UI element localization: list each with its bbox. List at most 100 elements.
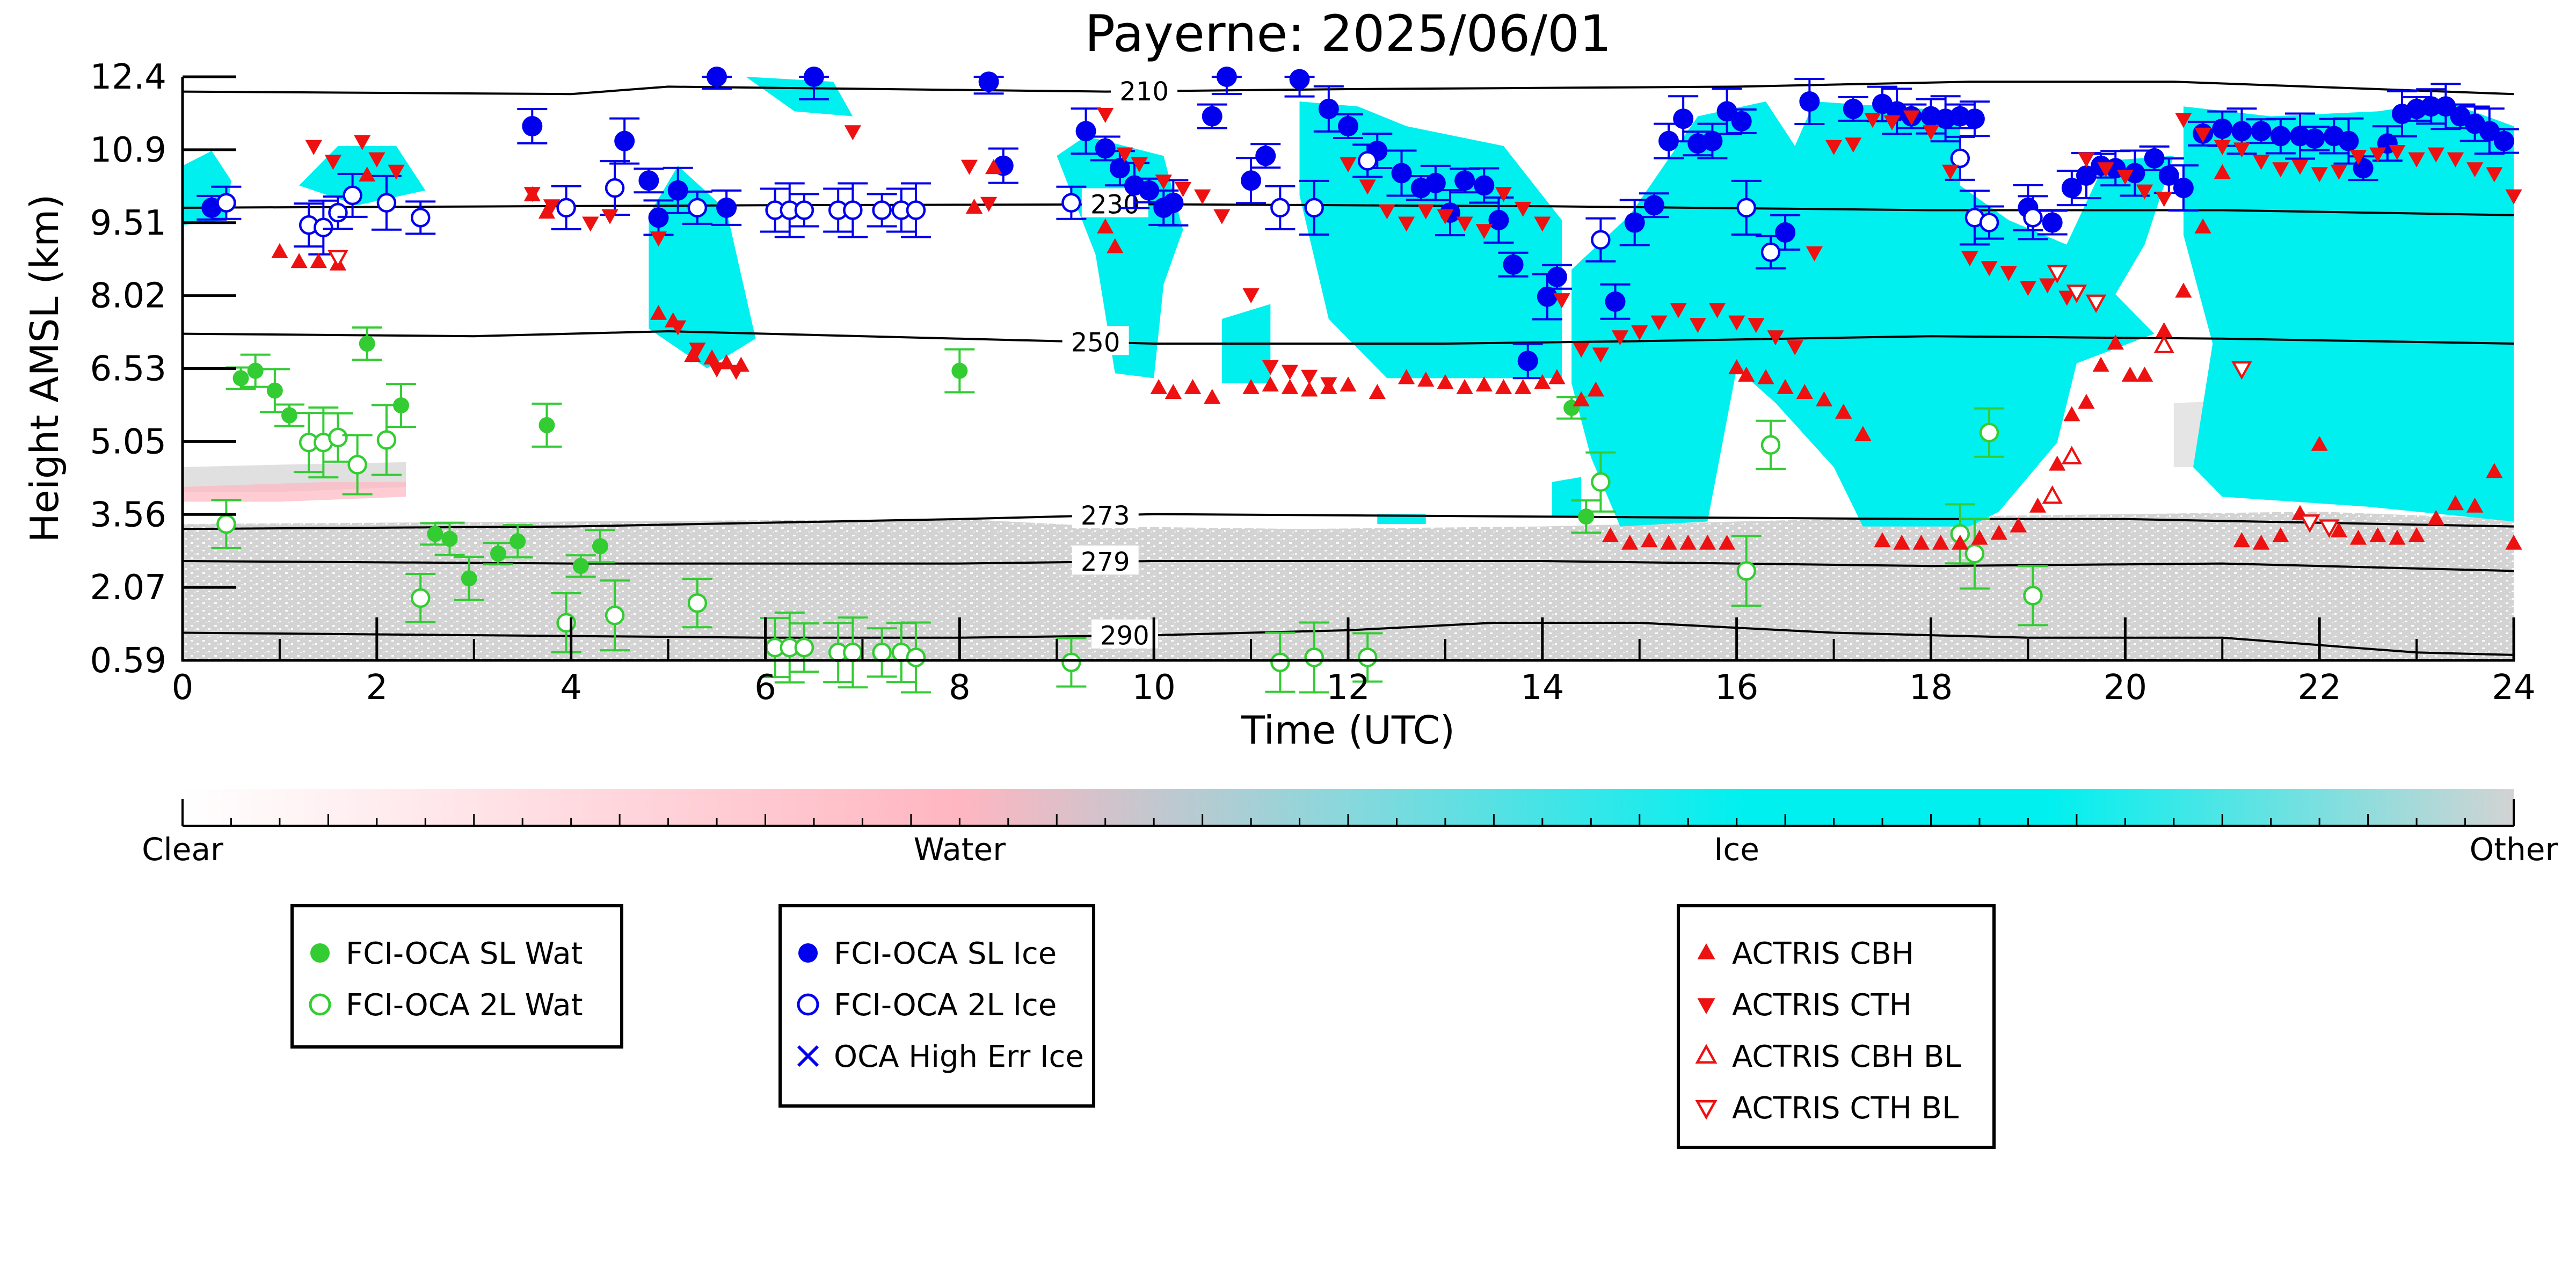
cth-point xyxy=(1864,113,1881,128)
cbh-point xyxy=(1573,391,1590,406)
x-tick-label: 20 xyxy=(2104,668,2147,708)
cth-point xyxy=(1495,187,1512,202)
cbh-point xyxy=(1621,534,1639,550)
two-layer-water-point xyxy=(1270,652,1290,672)
cbh-point xyxy=(2175,282,2192,298)
cbh-point xyxy=(1204,389,1221,404)
cbh-point xyxy=(1242,379,1260,394)
cbh-point xyxy=(684,347,701,362)
cth-point xyxy=(844,125,861,141)
two-layer-water-point xyxy=(1591,472,1611,492)
sl-ice-point xyxy=(667,180,688,201)
legend-marker xyxy=(1695,1044,1718,1064)
cbh-point xyxy=(1340,376,1357,392)
sl-ice-point xyxy=(1643,195,1664,216)
cbh-point xyxy=(1602,527,1619,542)
sl-ice-point xyxy=(2212,118,2233,139)
cth-point xyxy=(2039,278,2056,294)
cth-point xyxy=(1417,204,1435,220)
cbh-point xyxy=(1641,532,1658,548)
legend-ice: FCI-OCA SL Ice FCI-OCA 2L Ice OCA High Err… xyxy=(778,904,1095,1108)
cth-point xyxy=(2000,266,2017,281)
two-layer-ice-point xyxy=(314,217,333,237)
y-tick-label: 0.59 xyxy=(90,641,167,681)
cth-point xyxy=(1708,303,1726,318)
isotherm-label-bg xyxy=(1072,499,1139,528)
sl-water-point xyxy=(510,533,526,550)
sl-ice-point xyxy=(2251,121,2272,142)
isotherm-250 xyxy=(183,330,2514,345)
sl-ice-point xyxy=(1255,145,1276,166)
classification-colorbar: Clear Water Ice Other xyxy=(142,789,2558,868)
cbh-point xyxy=(310,253,327,268)
x-axis-title: Time (UTC) xyxy=(1241,708,1455,753)
sl-water-point xyxy=(572,558,589,574)
x-tick-label: 24 xyxy=(2492,668,2535,708)
cth-point xyxy=(1515,201,1532,217)
two-layer-water-point xyxy=(347,455,367,475)
sl-ice-point xyxy=(648,207,669,228)
cbh-point xyxy=(1815,391,1833,406)
sl-ice-point xyxy=(1163,192,1184,213)
x-tick-label: 6 xyxy=(754,668,776,708)
cth-bl-point xyxy=(2085,294,2107,314)
two-layer-ice-point xyxy=(906,200,926,220)
cth-point xyxy=(601,209,618,224)
legend-ice-frame xyxy=(778,904,1095,1108)
cbh-point xyxy=(1660,534,1677,550)
legend-entry-label: ACTRIS CTH xyxy=(1732,988,1912,1023)
two-layer-water-point xyxy=(843,643,863,663)
two-layer-ice-point xyxy=(1304,198,1324,218)
two-layer-ice-point xyxy=(687,198,708,218)
cbh-point xyxy=(1417,372,1435,387)
x-tick-label: 18 xyxy=(1909,668,1953,708)
cth-point xyxy=(1097,108,1114,123)
cbh-point xyxy=(2156,322,2173,338)
x-tick-label: 2 xyxy=(366,668,388,708)
cth-point xyxy=(2272,162,2289,178)
cth-bl-point xyxy=(2299,514,2320,533)
cbh-point xyxy=(985,159,1002,174)
cth-point xyxy=(2466,162,2484,178)
cbh-point xyxy=(2092,356,2109,372)
legend-marker xyxy=(309,993,331,1016)
legend-marker xyxy=(1695,1100,1718,1120)
legend-actris: ACTRIS CBH ACTRIS CTH ACTRIS CBH BL ACTRIS … xyxy=(1677,904,1996,1149)
sl-water-point xyxy=(247,362,264,379)
isotherm-label-bg xyxy=(1111,77,1178,104)
chart-title: Payerne: 2025/06/01 xyxy=(1085,5,1611,63)
sl-ice-point xyxy=(1799,91,1820,112)
two-layer-ice-point xyxy=(411,208,431,228)
cbh-point xyxy=(1718,534,1736,550)
cth-point xyxy=(2253,155,2270,170)
two-layer-ice-point xyxy=(1736,198,1756,218)
cth-point xyxy=(1825,140,1843,155)
ice-cloud-region xyxy=(746,77,853,117)
cth-point xyxy=(1398,216,1415,232)
cbh-point xyxy=(2136,366,2153,382)
y-axis-title: Height AMSL (km) xyxy=(22,194,67,543)
cbh-point xyxy=(1893,534,1910,550)
cbh-point xyxy=(1738,366,1755,382)
sl-water-point xyxy=(592,538,608,555)
cth-point xyxy=(1942,164,1959,180)
isotherm-label-bg xyxy=(1072,545,1139,575)
sl-ice-point xyxy=(1474,175,1495,196)
legend-entry-label: FCI-OCA SL Wat xyxy=(346,936,583,971)
two-layer-ice-point xyxy=(1979,213,1999,232)
isotherm-279 xyxy=(183,560,2514,572)
sl-ice-point xyxy=(1517,351,1538,372)
legend-entry-label: OCA High Err Ice xyxy=(834,1039,1084,1074)
cth-bl-point xyxy=(2231,361,2252,380)
cbh-point xyxy=(2214,164,2231,179)
cbh-point xyxy=(2049,455,2066,471)
two-layer-ice-point xyxy=(1950,148,1970,169)
cbh-point xyxy=(1495,379,1512,394)
legend-entry-label: FCI-OCA 2L Wat xyxy=(346,988,583,1023)
ice-cloud-region xyxy=(1552,477,1582,517)
cbh-point xyxy=(1165,384,1182,399)
sl-ice-point xyxy=(1605,291,1626,312)
cth-point xyxy=(1553,293,1570,309)
two-layer-water-point xyxy=(1964,543,1985,564)
cth-point xyxy=(1213,209,1231,224)
